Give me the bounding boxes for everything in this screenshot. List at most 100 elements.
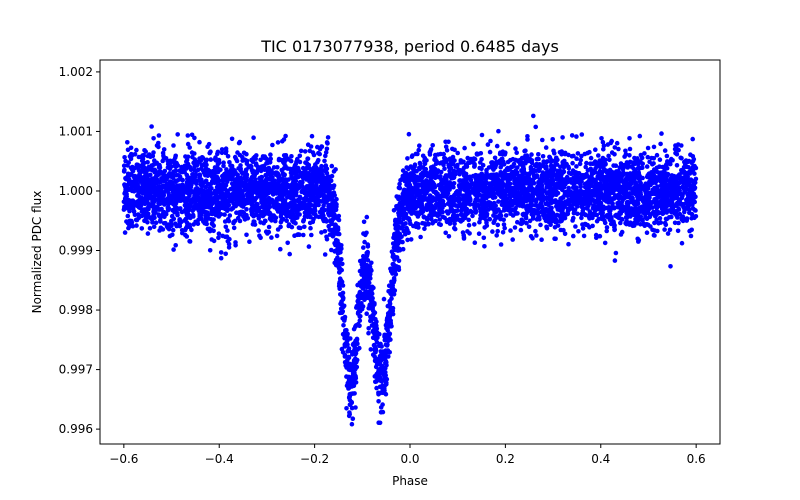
data-point xyxy=(205,168,210,173)
data-point xyxy=(506,203,512,209)
data-point xyxy=(399,207,405,212)
data-point xyxy=(183,216,189,222)
data-point xyxy=(514,150,519,155)
data-point xyxy=(523,198,529,204)
data-point xyxy=(579,132,585,137)
data-point xyxy=(560,162,566,167)
data-point xyxy=(166,172,171,177)
data-point xyxy=(609,177,614,183)
data-point xyxy=(322,229,328,234)
data-point xyxy=(549,176,555,182)
data-point xyxy=(442,215,447,221)
data-point xyxy=(228,186,233,192)
data-point xyxy=(325,207,331,213)
data-point xyxy=(170,232,175,238)
data-point xyxy=(221,160,226,165)
data-point xyxy=(633,216,638,222)
data-point xyxy=(474,152,480,157)
data-point xyxy=(538,222,543,228)
data-point xyxy=(361,219,367,225)
data-point xyxy=(166,226,172,232)
data-point xyxy=(197,173,203,178)
data-point xyxy=(409,154,415,159)
data-point xyxy=(473,210,479,215)
data-point xyxy=(430,143,436,148)
data-point xyxy=(223,224,229,230)
data-point xyxy=(429,203,435,209)
data-point xyxy=(269,216,275,221)
data-point xyxy=(191,222,196,227)
data-point xyxy=(223,149,229,154)
data-point xyxy=(260,213,266,219)
data-point xyxy=(205,144,210,149)
data-point xyxy=(540,154,546,159)
data-point xyxy=(389,249,395,254)
data-point xyxy=(326,202,332,208)
data-point xyxy=(614,185,620,191)
data-point xyxy=(154,143,160,148)
data-point xyxy=(467,231,472,236)
data-point xyxy=(221,163,226,169)
data-point xyxy=(533,199,539,204)
data-point xyxy=(645,154,651,160)
data-point xyxy=(437,217,443,222)
data-point xyxy=(227,213,233,218)
data-point xyxy=(552,225,558,230)
data-point xyxy=(457,178,463,183)
data-point xyxy=(405,156,410,161)
data-point xyxy=(610,173,615,179)
data-point xyxy=(673,150,678,156)
data-point xyxy=(165,207,171,213)
data-point xyxy=(122,155,127,160)
data-point xyxy=(658,141,663,147)
data-point xyxy=(397,185,403,191)
data-point xyxy=(226,203,231,208)
data-point xyxy=(129,153,135,158)
data-point xyxy=(583,164,588,170)
data-point xyxy=(390,311,396,317)
data-point xyxy=(333,167,338,172)
data-point xyxy=(219,150,225,156)
data-point xyxy=(581,233,587,239)
data-point xyxy=(422,167,428,172)
data-point xyxy=(591,169,596,174)
data-point xyxy=(151,150,156,155)
data-point xyxy=(183,197,189,203)
data-point xyxy=(324,236,330,242)
data-point xyxy=(385,327,391,333)
data-point xyxy=(252,198,257,203)
data-point xyxy=(397,181,402,187)
data-point xyxy=(637,159,642,164)
data-point xyxy=(301,232,306,238)
data-point xyxy=(189,180,195,185)
data-point xyxy=(640,175,645,181)
data-point xyxy=(391,235,396,241)
data-point xyxy=(262,167,268,172)
data-point xyxy=(674,163,680,168)
data-point xyxy=(675,228,681,234)
data-point xyxy=(527,218,533,224)
data-point xyxy=(145,160,150,165)
data-point xyxy=(629,177,634,183)
chart-title: TIC 0173077938, period 0.6485 days xyxy=(260,37,559,56)
data-point xyxy=(173,243,178,248)
data-point xyxy=(283,204,289,210)
data-point xyxy=(141,190,146,196)
data-point xyxy=(587,149,592,155)
data-point xyxy=(651,144,657,150)
data-point xyxy=(452,221,457,227)
data-point xyxy=(485,142,491,147)
data-point xyxy=(151,212,156,218)
data-point xyxy=(353,405,358,410)
data-point xyxy=(482,194,487,200)
data-point xyxy=(361,231,366,236)
data-point xyxy=(295,156,300,162)
data-point xyxy=(460,230,466,235)
data-point xyxy=(582,151,588,157)
data-point xyxy=(515,165,520,170)
data-point xyxy=(616,192,621,198)
data-point xyxy=(369,268,374,273)
data-point xyxy=(493,216,498,221)
data-point xyxy=(412,162,418,167)
data-point xyxy=(562,231,568,237)
